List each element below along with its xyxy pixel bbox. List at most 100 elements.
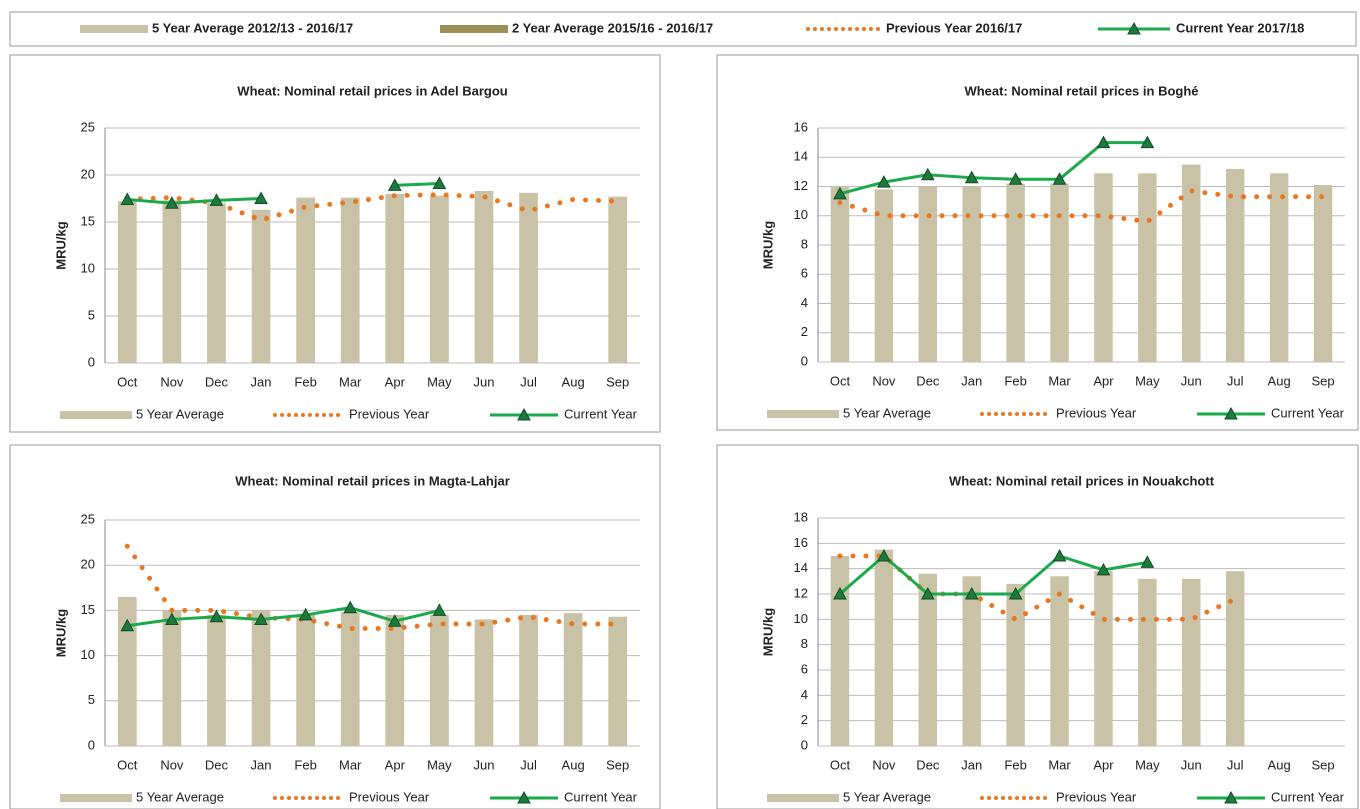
x-tick-label: Sep <box>1311 757 1334 772</box>
bar <box>1182 164 1201 362</box>
bar <box>519 192 538 363</box>
bar <box>1138 173 1157 362</box>
legend-label: Previous Year <box>349 789 430 804</box>
x-tick-label: Jul <box>520 374 537 389</box>
x-tick-label: Oct <box>830 373 851 388</box>
bar <box>385 614 405 746</box>
x-tick-label: Dec <box>916 757 940 772</box>
bar <box>117 596 137 746</box>
legend-label: Previous Year 2016/17 <box>886 20 1022 35</box>
x-tick-label: Oct <box>117 374 138 389</box>
y-tick-label: 0 <box>88 737 95 752</box>
legend-marker <box>517 790 531 804</box>
dotted-line <box>837 188 1326 225</box>
x-tick-label: Mar <box>1048 757 1071 772</box>
bar <box>1006 183 1025 362</box>
chart-title: Wheat: Nominal retail prices in Magta-La… <box>235 473 510 488</box>
bar <box>830 186 850 362</box>
x-tick-label: Aug <box>562 374 585 389</box>
x-tick-label: Aug <box>1268 757 1291 772</box>
x-tick-label: Jun <box>473 757 494 772</box>
bar <box>1006 583 1025 746</box>
bar <box>918 573 938 746</box>
x-tick-label: Feb <box>294 374 316 389</box>
x-tick-label: Apr <box>385 757 406 772</box>
y-tick-label: 2 <box>801 324 808 339</box>
y-tick-label: 16 <box>794 535 808 550</box>
legend-label: Previous Year <box>349 406 430 421</box>
y-tick-label: 14 <box>794 560 808 575</box>
y-tick-label: 20 <box>81 557 95 572</box>
y-tick-label: 12 <box>794 585 808 600</box>
marker <box>920 167 935 181</box>
bar <box>874 189 894 362</box>
y-tick-label: 20 <box>81 166 95 181</box>
x-tick-label: Sep <box>1311 373 1334 388</box>
x-tick-label: Nov <box>160 374 184 389</box>
marker <box>877 548 891 562</box>
x-tick-label: Sep <box>606 757 629 772</box>
bar <box>340 197 360 363</box>
x-tick-label: Dec <box>205 757 229 772</box>
marker <box>387 614 402 627</box>
legend-label: 5 Year Average <box>843 789 931 804</box>
y-tick-label: 25 <box>81 511 95 526</box>
legend-label: 5 Year Average 2012/13 - 2016/17 <box>152 20 353 35</box>
x-tick-label: Nov <box>872 757 896 772</box>
marker <box>432 176 447 189</box>
bar <box>474 619 494 746</box>
y-tick-label: 4 <box>801 295 808 310</box>
panel <box>716 444 1359 809</box>
y-tick-label: 5 <box>88 692 95 707</box>
bar <box>430 195 449 363</box>
bar <box>117 201 137 363</box>
x-tick-label: May <box>1135 757 1160 772</box>
marker <box>254 191 268 204</box>
chart-title: Wheat: Nominal retail prices in Boghé <box>964 83 1198 98</box>
line <box>127 181 440 205</box>
x-tick-label: Feb <box>1004 373 1026 388</box>
x-tick-label: Jan <box>961 757 982 772</box>
legend-label: Previous Year <box>1056 405 1137 420</box>
y-tick-label: 0 <box>88 354 95 369</box>
legend-swatch <box>60 794 132 802</box>
x-tick-label: Apr <box>1093 373 1114 388</box>
y-tick-label: 6 <box>801 266 808 281</box>
dotted-line <box>124 192 621 223</box>
marker <box>209 193 224 206</box>
bar <box>385 193 405 363</box>
marker <box>1096 135 1111 149</box>
marker <box>165 612 179 625</box>
x-tick-label: Feb <box>294 757 316 772</box>
legend-label: 5 Year Average <box>843 405 931 420</box>
legend-label: Current Year <box>1271 789 1345 804</box>
y-tick-label: 10 <box>81 647 95 662</box>
marker <box>964 586 979 600</box>
marker <box>254 612 268 625</box>
bar <box>874 549 894 746</box>
bar <box>1050 576 1069 746</box>
bar <box>519 614 538 746</box>
marker <box>1008 172 1023 185</box>
x-tick-label: Jul <box>520 757 537 772</box>
marker <box>1140 555 1155 568</box>
line <box>127 606 440 628</box>
y-tick-label: 6 <box>801 661 808 676</box>
marker <box>1052 172 1067 185</box>
y-tick-label: 25 <box>81 119 95 134</box>
y-tick-label: 5 <box>88 307 95 322</box>
y-tick-label: 0 <box>801 353 808 368</box>
x-tick-label: Jun <box>1181 373 1202 388</box>
legend-label: Previous Year <box>1056 789 1137 804</box>
legend-label: Current Year <box>564 406 638 421</box>
marker <box>1008 586 1023 600</box>
bar <box>1269 173 1289 362</box>
y-axis-label: MRU/kg <box>53 221 68 269</box>
legend-swatch <box>440 25 508 33</box>
y-axis-label: MRU/kg <box>53 609 68 657</box>
legend-swatch <box>767 794 839 802</box>
marker <box>387 178 402 191</box>
marker <box>1140 135 1155 149</box>
legend-label: Current Year <box>1271 405 1345 420</box>
x-tick-label: Jan <box>251 374 272 389</box>
